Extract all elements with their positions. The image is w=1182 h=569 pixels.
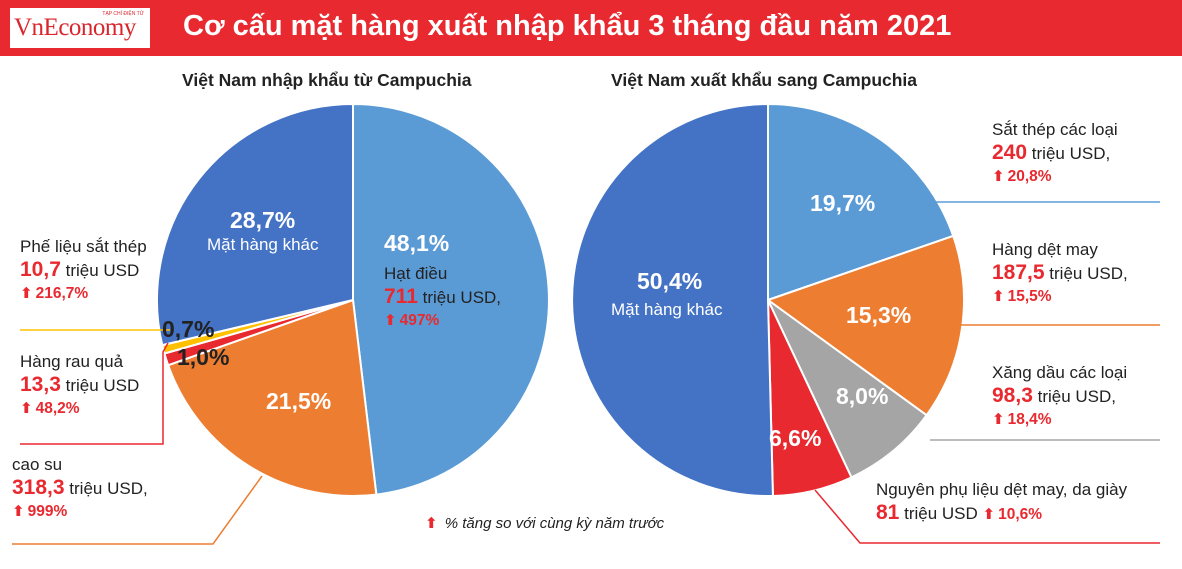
logo-text: VnEconomy xyxy=(14,14,136,41)
steel-label: Sắt thép các loại 240 triệu USD, ⬆ 20,8% xyxy=(992,120,1118,186)
scrap-unit: triệu USD xyxy=(65,261,140,281)
export-other-name: Mặt hàng khác xyxy=(611,300,723,319)
export-chart-title: Việt Nam xuất khẩu sang Campuchia xyxy=(611,70,918,90)
import-other-name: Mặt hàng khác xyxy=(207,235,319,254)
arrow-up-icon: ⬆ xyxy=(992,410,1005,428)
cashew-growth-line: ⬆ 497% xyxy=(384,310,501,331)
veg-value: 13,3 xyxy=(20,373,61,397)
import-veg-pct: 1,0% xyxy=(177,344,230,370)
footnote-text: % tăng so với cùng kỳ năm trước xyxy=(444,515,665,532)
import-slice-1 xyxy=(166,298,378,497)
cashew-name: Hạt điều xyxy=(384,264,448,283)
import-other-pct: 28,7% xyxy=(230,207,296,233)
veg-unit: triệu USD xyxy=(65,376,140,396)
scrap-value-line: 10,7 triệu USD xyxy=(20,257,147,282)
scrap-label: Phế liệu sắt thép 10,7 triệu USD ⬆ 216,7% xyxy=(20,237,147,303)
cashew-value-line: 711 triệu USD, xyxy=(384,284,501,309)
arrow-up-icon: ⬆ xyxy=(982,506,996,524)
textile-name: Hàng dệt may xyxy=(992,240,1098,259)
fuel-growth-line: ⬆ 18,4% xyxy=(992,409,1127,430)
arrow-up-icon: ⬆ xyxy=(384,311,397,329)
fuel-value: 98,3 xyxy=(992,384,1033,408)
export-other-pct: 50,4% xyxy=(637,268,703,294)
veg-label: Hàng rau quả 13,3 triệu USD ⬆ 48,2% xyxy=(20,352,139,418)
scrap-growth-line: ⬆ 216,7% xyxy=(20,283,147,304)
steel-name: Sắt thép các loại xyxy=(992,120,1118,139)
footnote: ⬆ % tăng so với cùng kỳ năm trước xyxy=(425,514,664,532)
rubber-label: cao su 318,3 triệu USD, ⬆ 999% xyxy=(12,455,148,521)
export-slice-1 xyxy=(765,234,965,417)
export-slice-2 xyxy=(767,299,928,479)
steel-growth: 20,8% xyxy=(1007,167,1052,185)
cashew-unit: triệu USD, xyxy=(422,288,502,308)
textile-value-line: 187,5 triệu USD, xyxy=(992,260,1128,285)
cashew-growth: 497% xyxy=(399,311,440,329)
arrow-up-icon: ⬆ xyxy=(12,502,25,520)
textile-label: Hàng dệt may 187,5 triệu USD, ⬆ 15,5% xyxy=(992,240,1128,306)
export-textile-pct: 15,3% xyxy=(846,302,912,328)
arrow-up-icon: ⬆ xyxy=(20,399,33,417)
steel-value-line: 240 triệu USD, xyxy=(992,140,1118,165)
textile-growth-line: ⬆ 15,5% xyxy=(992,286,1128,307)
textile-unit: triệu USD, xyxy=(1049,264,1128,284)
veg-value-line: 13,3 triệu USD xyxy=(20,372,139,397)
steel-growth-line: ⬆ 20,8% xyxy=(992,166,1118,187)
rubber-value-line: 318,3 triệu USD, xyxy=(12,475,148,500)
cashew-value: 711 xyxy=(384,285,418,309)
page-title: Cơ cấu mặt hàng xuất nhập khẩu 3 tháng đ… xyxy=(183,10,952,42)
fuel-unit: triệu USD, xyxy=(1037,387,1117,407)
leader-rubber xyxy=(12,475,263,545)
steel-unit: triệu USD, xyxy=(1031,144,1111,164)
steel-value: 240 xyxy=(992,141,1028,165)
veg-growth-line: ⬆ 48,2% xyxy=(20,398,139,419)
materials-value: 81 xyxy=(876,501,900,525)
arrow-up-icon: ⬆ xyxy=(992,167,1005,185)
materials-value-line: 81 triệu USD ⬆ 10,6% xyxy=(876,500,1127,525)
arrow-up-icon: ⬆ xyxy=(425,515,438,532)
textile-growth: 15,5% xyxy=(1007,287,1052,305)
import-slice-0 xyxy=(352,102,550,496)
rubber-growth: 999% xyxy=(27,502,68,520)
arrow-up-icon: ⬆ xyxy=(20,284,33,302)
fuel-growth: 18,4% xyxy=(1007,410,1052,428)
materials-label: Nguyên phụ liệu dệt may, da giày 81 triệ… xyxy=(876,480,1127,526)
leader-veg xyxy=(20,342,169,445)
materials-unit: triệu USD xyxy=(904,504,978,524)
materials-growth: 10,6% xyxy=(998,506,1043,524)
export-materials-pct: 6,6% xyxy=(769,425,822,451)
scrap-growth: 216,7% xyxy=(35,284,89,302)
cashew-label: Hạt điều 711 triệu USD, ⬆ 497% xyxy=(384,264,501,330)
arrow-up-icon: ⬆ xyxy=(992,287,1005,305)
veg-name: Hàng rau quả xyxy=(20,352,124,371)
scrap-value: 10,7 xyxy=(20,258,61,282)
scrap-name: Phế liệu sắt thép xyxy=(20,237,147,256)
rubber-unit: triệu USD, xyxy=(69,479,148,499)
export-fuel-pct: 8,0% xyxy=(836,383,889,409)
materials-name: Nguyên phụ liệu dệt may, da giày xyxy=(876,480,1128,499)
header-bar: TẠP CHÍ ĐIỆN TỬ VnEconomy Cơ cấu mặt hàn… xyxy=(0,0,1182,56)
logo: TẠP CHÍ ĐIỆN TỬ VnEconomy xyxy=(10,8,150,48)
import-cashew-pct: 48,1% xyxy=(384,230,450,256)
fuel-name: Xăng dầu các loại xyxy=(992,363,1128,382)
logo-tagline: TẠP CHÍ ĐIỆN TỬ xyxy=(102,11,144,17)
textile-value: 187,5 xyxy=(992,261,1045,285)
export-pie xyxy=(571,102,965,497)
fuel-value-line: 98,3 triệu USD, xyxy=(992,383,1127,408)
leader-lines xyxy=(12,201,1160,545)
import-pie xyxy=(155,102,550,497)
rubber-name: cao su xyxy=(12,455,63,474)
import-chart-title: Việt Nam nhập khẩu từ Campuchia xyxy=(182,70,472,90)
import-scrap-pct: 0,7% xyxy=(162,316,215,342)
fuel-label: Xăng dầu các loại 98,3 triệu USD, ⬆ 18,4% xyxy=(992,363,1127,429)
leader-materials xyxy=(814,489,1160,544)
import-rubber-pct: 21,5% xyxy=(266,388,332,414)
export-slice-4 xyxy=(571,102,774,497)
export-steel-pct: 19,7% xyxy=(810,190,876,216)
import-slice-4 xyxy=(155,102,354,347)
veg-growth: 48,2% xyxy=(35,399,80,417)
rubber-value: 318,3 xyxy=(12,476,65,500)
rubber-growth-line: ⬆ 999% xyxy=(12,501,148,522)
